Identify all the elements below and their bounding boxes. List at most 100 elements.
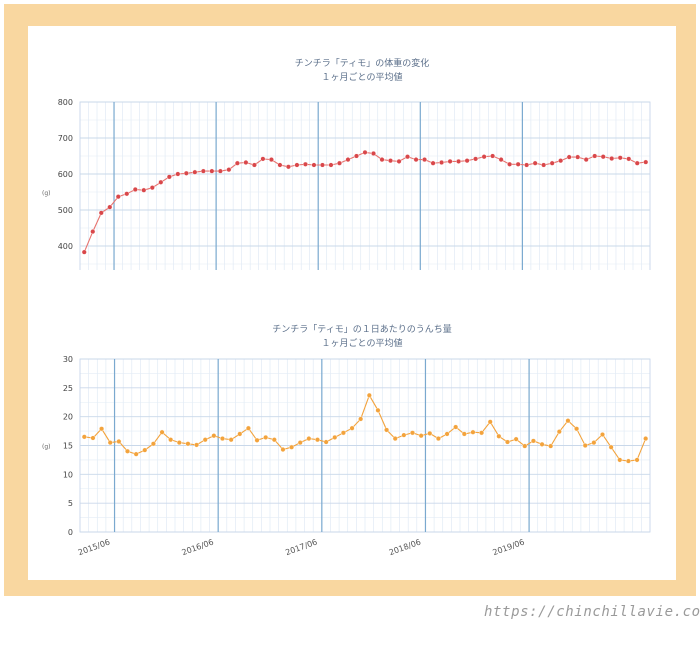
data-point	[150, 441, 156, 447]
data-point	[319, 162, 325, 168]
y-tick-label: 5	[68, 499, 73, 508]
data-point	[384, 427, 390, 433]
data-point	[349, 425, 355, 431]
data-point	[461, 431, 467, 437]
data-point	[427, 430, 433, 436]
data-point	[328, 162, 334, 168]
data-point	[185, 441, 191, 447]
y-tick-label: 25	[63, 384, 73, 393]
data-point	[625, 458, 631, 464]
data-point	[194, 442, 200, 448]
plot-area	[80, 102, 650, 270]
data-point	[277, 162, 283, 168]
data-point	[539, 441, 545, 447]
data-point	[263, 434, 269, 440]
data-point	[643, 436, 649, 442]
data-point	[183, 170, 189, 176]
data-point	[583, 157, 589, 163]
data-point	[107, 204, 113, 210]
x-tick-label: 2017/06	[284, 537, 318, 557]
data-point	[513, 436, 519, 442]
data-point	[200, 168, 206, 174]
y-axis-unit: (g)	[42, 190, 51, 197]
data-point	[524, 162, 530, 168]
data-point	[388, 158, 394, 164]
data-point	[405, 154, 411, 160]
data-point	[202, 437, 208, 443]
data-point	[591, 440, 597, 446]
data-point	[634, 160, 640, 166]
data-point	[439, 159, 445, 165]
data-point	[90, 435, 96, 441]
data-point	[582, 442, 588, 448]
x-tick-label: 2015/06	[77, 537, 111, 557]
data-point	[142, 447, 148, 453]
data-point	[392, 436, 398, 442]
data-point	[254, 437, 260, 443]
data-point	[558, 158, 564, 164]
data-point	[289, 444, 295, 450]
y-tick-label: 500	[58, 206, 73, 215]
data-point	[315, 437, 321, 443]
data-point	[219, 436, 225, 442]
data-point	[401, 432, 407, 438]
data-point	[422, 157, 428, 163]
chart-subtitle: １ヶ月ごとの平均値	[322, 337, 403, 349]
data-point	[311, 162, 317, 168]
y-tick-label: 10	[63, 470, 73, 479]
plot-frame	[79, 358, 651, 533]
x-tick-label: 2019/06	[491, 537, 525, 557]
data-point	[565, 418, 571, 424]
data-point	[548, 443, 554, 449]
data-point	[132, 186, 138, 192]
data-point	[532, 160, 538, 166]
data-point	[456, 158, 462, 164]
data-point	[90, 229, 96, 235]
data-point	[617, 457, 623, 463]
data-point	[470, 429, 476, 435]
data-point	[481, 154, 487, 160]
data-point	[549, 160, 555, 166]
data-point	[98, 210, 104, 216]
chart-title: チンチラ「ティモ」の１日あたりのうんち量	[272, 324, 451, 335]
data-point	[505, 439, 511, 445]
data-point	[99, 426, 105, 432]
data-point	[362, 149, 368, 155]
data-point	[498, 157, 504, 163]
data-point	[530, 438, 536, 444]
y-tick-label: 400	[58, 242, 73, 251]
data-point	[592, 153, 598, 159]
data-point	[515, 161, 521, 167]
data-point	[245, 425, 251, 431]
data-point	[294, 162, 300, 168]
data-point	[158, 179, 164, 185]
data-point	[124, 448, 130, 454]
data-point	[600, 432, 606, 438]
data-point	[107, 440, 113, 446]
data-point	[302, 161, 308, 167]
data-point	[217, 168, 223, 174]
data-point	[336, 160, 342, 166]
plot-frame	[79, 101, 651, 270]
data-point	[410, 430, 416, 436]
data-point	[340, 430, 346, 436]
y-tick-label: 15	[63, 442, 73, 451]
data-point	[159, 429, 165, 435]
data-point	[260, 156, 266, 162]
data-point	[323, 439, 329, 445]
chart-panel: チンチラ「ティモ」の体重の変化１ヶ月ごとの平均値3004005006007008…	[28, 26, 676, 580]
y-axis-unit: (g)	[42, 444, 51, 451]
data-point	[243, 159, 249, 165]
data-point	[81, 249, 87, 255]
data-point	[371, 150, 377, 156]
data-point	[464, 158, 470, 164]
y-tick-label: 20	[63, 413, 73, 422]
y-tick-label: 0	[68, 528, 73, 537]
data-point	[473, 156, 479, 162]
data-point	[133, 451, 139, 457]
data-point	[226, 167, 232, 173]
y-tick-label: 30	[63, 355, 73, 364]
site-url: https://chinchillavie.com/	[484, 604, 700, 620]
data-point	[149, 185, 155, 191]
data-point	[617, 155, 623, 161]
